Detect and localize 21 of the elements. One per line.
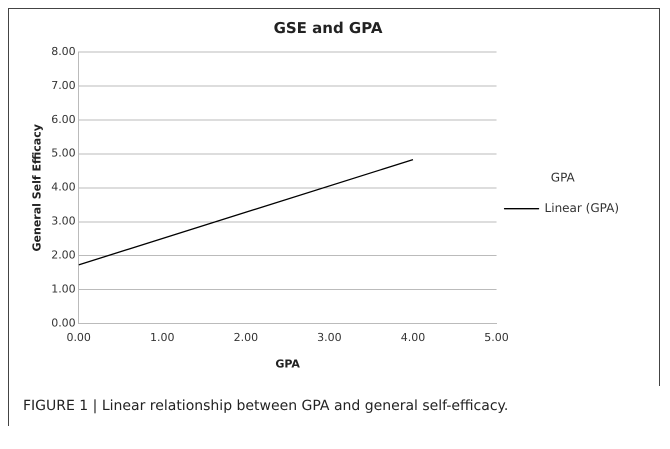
legend-label: Linear (GPA) — [544, 200, 620, 215]
y-tick-label: 5.00 — [51, 146, 76, 160]
y-tick-label: 7.00 — [51, 78, 76, 92]
x-tick-label: 3.00 — [317, 331, 342, 344]
y-tick-label: 8.00 — [51, 44, 76, 58]
caption: FIGURE 1 | Linear relationship between GPA and general self-efficacy. — [8, 386, 660, 426]
y-tick-label: 0.00 — [51, 316, 76, 330]
y-tick-label: 1.00 — [51, 282, 76, 296]
y-axis-title: General Self Efficacy — [30, 124, 44, 252]
y-tick-label: 2.00 — [51, 248, 76, 262]
x-tick-label: 4.00 — [400, 331, 426, 344]
y-tick-label: 6.00 — [51, 112, 76, 126]
x-tick-label: 0.00 — [66, 331, 91, 344]
x-axis-title: GPA — [275, 357, 300, 370]
legend-title: GPA — [550, 170, 576, 184]
x-tick-label: 2.00 — [234, 331, 258, 344]
x-tick-label: 1.00 — [150, 331, 175, 344]
chart-title: GSE and GPA — [274, 18, 383, 37]
y-tick-label: 4.00 — [51, 180, 76, 194]
y-tick-label: 3.00 — [51, 214, 76, 228]
x-tick-label: 5.00 — [484, 331, 509, 344]
